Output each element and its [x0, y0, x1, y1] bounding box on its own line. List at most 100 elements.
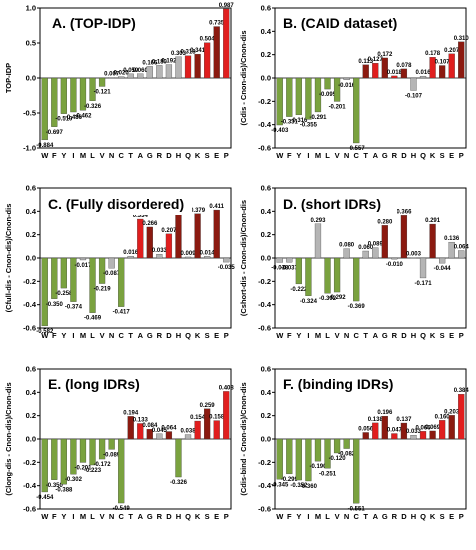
data-label-H: 0.303 [171, 51, 187, 57]
bar-W [276, 438, 283, 480]
chart-title: A. (TOP-IDP) [52, 15, 136, 31]
bar-K [429, 223, 436, 259]
bar-T [362, 432, 369, 440]
category-label-Q: Q [420, 512, 426, 521]
bar-Y [295, 77, 302, 116]
bar-F [51, 77, 58, 127]
data-label-W: -0.454 [36, 495, 54, 501]
category-label-E: E [449, 512, 454, 521]
category-label-I: I [72, 151, 74, 160]
panel-D: -0.6 -0.4 -0.2 0.0 0.2 0.4 0.6 -0.038 W -0.037 F -0… [239, 184, 469, 341]
data-label-Q: 0.318 [181, 50, 197, 56]
y-tick-label: -0.6 [258, 324, 271, 333]
y-tick-label: -0.2 [23, 458, 36, 467]
bar-R [391, 433, 398, 440]
category-label-R: R [157, 512, 163, 521]
bar-Y [295, 257, 302, 285]
category-label-D: D [401, 151, 407, 160]
bar-L [89, 438, 96, 466]
category-label-T: T [363, 512, 368, 521]
y-tick-label: -0.6 [23, 505, 36, 514]
bar-K [194, 420, 201, 440]
category-label-M: M [80, 151, 86, 160]
bar-W [276, 77, 283, 126]
bar-P [223, 8, 230, 79]
category-label-V: V [335, 512, 340, 521]
category-label-L: L [90, 512, 95, 521]
category-label-Q: Q [420, 331, 426, 340]
data-label-G: 0.172 [377, 52, 393, 58]
bar-R [156, 65, 163, 79]
category-label-R: R [392, 512, 398, 521]
panel-B: -0.6 -0.4 -0.2 0.0 0.2 0.4 0.6 -0.403 W -0.331 F -0… [239, 4, 469, 161]
bar-Y [60, 438, 67, 485]
data-label-A: 0.133 [133, 417, 149, 423]
bar-L [89, 257, 96, 313]
category-label-T: T [363, 331, 368, 340]
data-label-N: 0.007 [104, 72, 120, 78]
y-tick-label: 0.0 [26, 74, 36, 83]
data-label-D: 0.207 [161, 228, 177, 234]
data-label-R: 0.018 [387, 70, 403, 76]
bar-I [70, 77, 77, 113]
data-label-N: -0.016 [338, 83, 356, 89]
data-label-D: 0.064 [161, 426, 177, 432]
data-label-K: 0.341 [190, 48, 206, 54]
bar-D [400, 215, 408, 259]
category-label-V: V [100, 331, 105, 340]
category-label-F: F [52, 331, 57, 340]
category-label-A: A [138, 512, 144, 521]
bar-N [108, 257, 115, 269]
bar-G [381, 225, 388, 259]
bar-E [213, 420, 220, 440]
category-label-I: I [307, 512, 309, 521]
category-label-P: P [224, 151, 229, 160]
bar-F [286, 438, 293, 475]
bar-R [391, 75, 398, 79]
chart-title: C. (Fully disordered) [48, 196, 184, 212]
data-label-Y: -0.388 [55, 487, 73, 493]
bar-E [213, 209, 220, 259]
data-label-R: 0.047 [387, 428, 403, 434]
y-tick-label: 0.6 [261, 4, 271, 13]
data-label-Q: 0.016 [416, 70, 432, 76]
panel-F: -0.6 -0.4 -0.2 0.0 0.2 0.4 0.6 -0.345 W -0.299 F -0… [239, 365, 469, 522]
bar-C [353, 77, 360, 144]
category-label-Y: Y [296, 512, 301, 521]
data-label-S: 0.160 [435, 414, 451, 420]
category-label-S: S [440, 151, 445, 160]
y-tick-label: -0.6 [258, 144, 271, 153]
bar-T [127, 416, 134, 440]
category-label-M: M [80, 512, 86, 521]
category-label-Y: Y [296, 331, 301, 340]
y-tick-label: 0.4 [26, 207, 37, 216]
data-label-T: 0.016 [123, 250, 139, 256]
category-label-P: P [224, 512, 229, 521]
bar-C [118, 76, 125, 79]
category-label-D: D [166, 512, 172, 521]
data-label-A: 0.060 [133, 68, 149, 74]
category-label-G: G [147, 151, 153, 160]
bar-S [204, 408, 211, 440]
data-label-N: -0.082 [338, 452, 356, 458]
category-label-S: S [205, 331, 210, 340]
data-label-E: 0.735 [209, 21, 225, 27]
data-label-L: -0.095 [319, 92, 337, 98]
chart-title: E. (long IDRs) [48, 376, 140, 392]
y-tick-label: -0.2 [258, 277, 271, 286]
category-label-F: F [52, 151, 57, 160]
bar-H [410, 77, 417, 91]
category-label-N: N [344, 512, 349, 521]
category-label-A: A [373, 151, 379, 160]
bar-Y [60, 77, 67, 114]
y-tick-label: 0.2 [261, 411, 271, 420]
title-box [44, 193, 192, 215]
category-label-W: W [276, 151, 284, 160]
bar-A [137, 423, 144, 440]
bar-F [51, 257, 58, 299]
category-label-D: D [166, 151, 172, 160]
category-label-Q: Q [185, 151, 191, 160]
data-label-E: 0.158 [209, 415, 225, 421]
category-label-N: N [109, 331, 114, 340]
